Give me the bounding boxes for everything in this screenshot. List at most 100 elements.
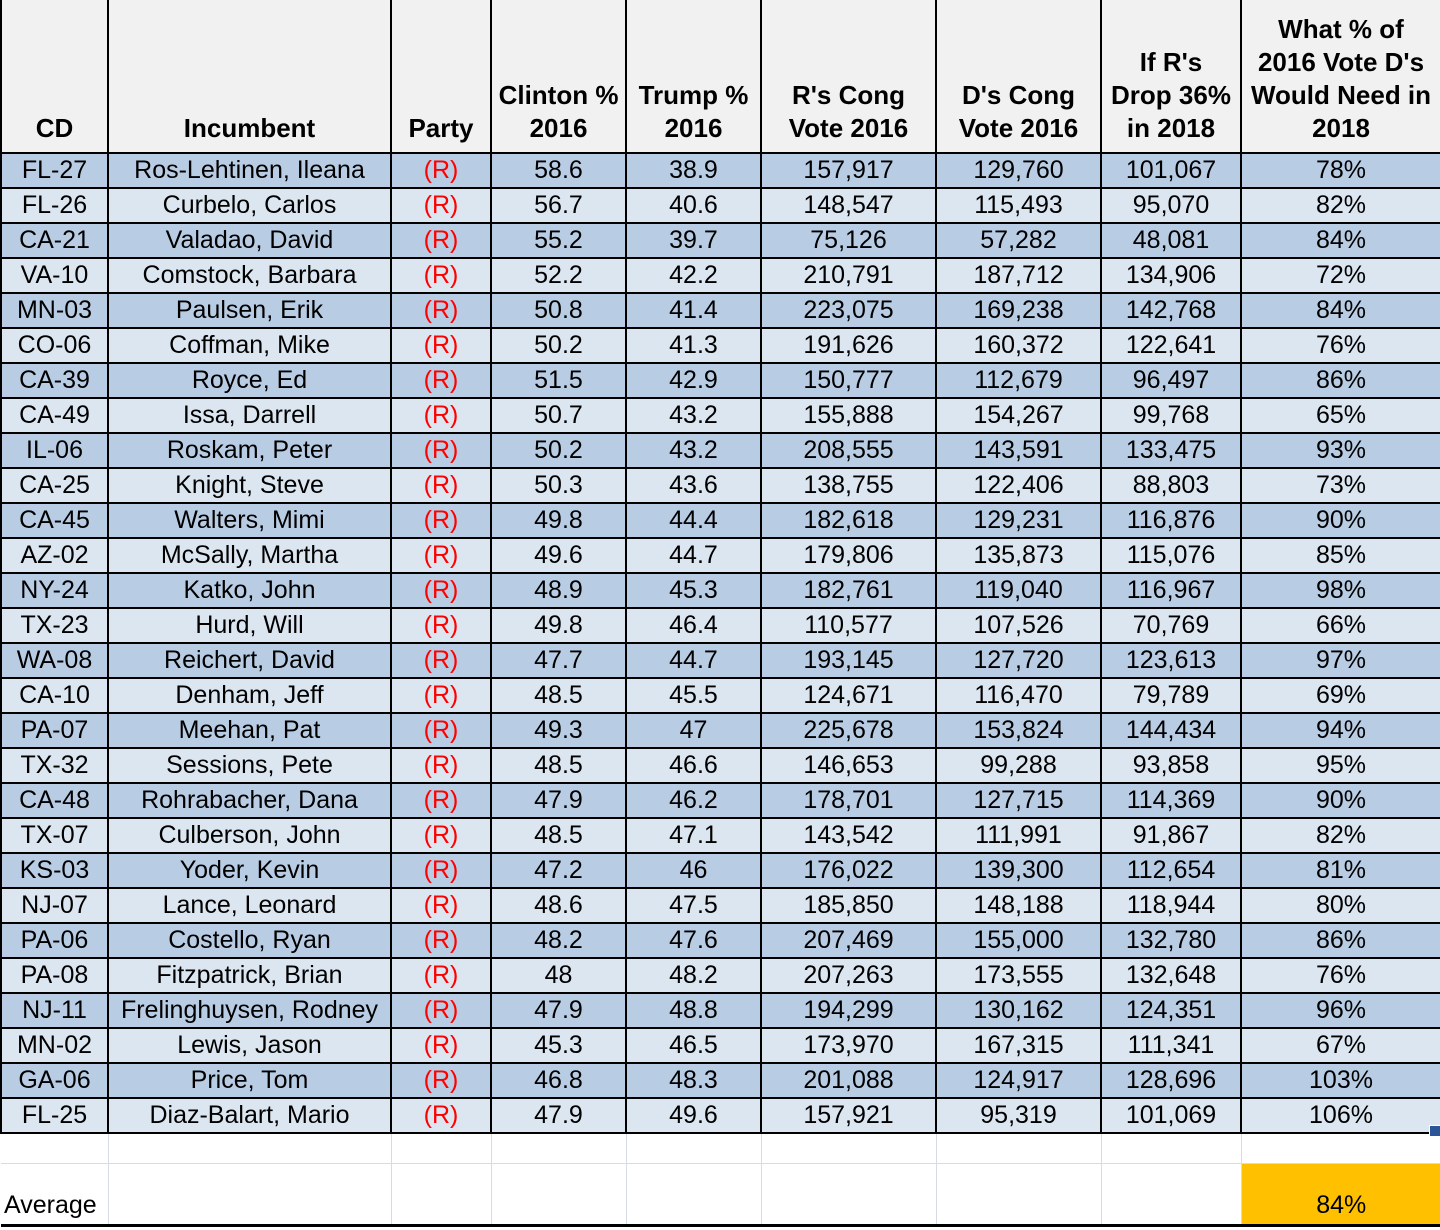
cell-incumbent[interactable]: Costello, Ryan <box>107 922 392 959</box>
cell-drop[interactable]: 132,780 <box>1100 922 1242 959</box>
cell-clinton[interactable]: 58.6 <box>490 152 627 189</box>
cell-trump[interactable]: 47.6 <box>625 922 762 959</box>
cell-trump[interactable]: 43.6 <box>625 467 762 504</box>
cell-need[interactable]: 98% <box>1240 572 1440 609</box>
cell-party[interactable]: (R) <box>390 817 492 854</box>
cell-incumbent[interactable]: Knight, Steve <box>107 467 392 504</box>
cell-party[interactable]: (R) <box>390 1027 492 1064</box>
cell-r_vote[interactable]: 185,850 <box>760 887 937 924</box>
cell-need[interactable]: 103% <box>1240 1062 1440 1099</box>
cell-d_vote[interactable]: 57,282 <box>935 222 1102 259</box>
cell-d_vote[interactable]: 129,760 <box>935 152 1102 189</box>
cell-cd[interactable]: CA-39 <box>0 362 109 399</box>
column-header-r_vote[interactable]: R's Cong Vote 2016 <box>760 0 937 154</box>
cell-cd[interactable]: PA-08 <box>0 957 109 994</box>
cell-r_vote[interactable]: 148,547 <box>760 187 937 224</box>
cell-r_vote[interactable]: 75,126 <box>760 222 937 259</box>
cell-trump[interactable]: 38.9 <box>625 152 762 189</box>
cell-trump[interactable]: 39.7 <box>625 222 762 259</box>
cell-d_vote[interactable]: 143,591 <box>935 432 1102 469</box>
cell-incumbent[interactable]: Curbelo, Carlos <box>107 187 392 224</box>
cell-clinton[interactable]: 48.2 <box>490 922 627 959</box>
cell-trump[interactable]: 43.2 <box>625 432 762 469</box>
column-header-incumbent[interactable]: Incumbent <box>107 0 392 154</box>
cell-d_vote[interactable]: 155,000 <box>935 922 1102 959</box>
cell-incumbent[interactable]: Diaz-Balart, Mario <box>107 1097 392 1134</box>
cell-cd[interactable]: NY-24 <box>0 572 109 609</box>
cell-need[interactable]: 66% <box>1240 607 1440 644</box>
cell-cd[interactable]: CA-48 <box>0 782 109 819</box>
cell-r_vote[interactable]: 155,888 <box>760 397 937 434</box>
cell-d_vote[interactable]: 173,555 <box>935 957 1102 994</box>
cell-r_vote[interactable]: 157,917 <box>760 152 937 189</box>
cell-need[interactable]: 73% <box>1240 467 1440 504</box>
cell-d_vote[interactable]: 116,470 <box>935 677 1102 714</box>
cell-party[interactable]: (R) <box>390 467 492 504</box>
cell-need[interactable]: 69% <box>1240 677 1440 714</box>
cell-cd[interactable]: CA-49 <box>0 397 109 434</box>
cell-trump[interactable]: 47 <box>625 712 762 749</box>
cell-incumbent[interactable]: Valadao, David <box>107 222 392 259</box>
cell-clinton[interactable]: 52.2 <box>490 257 627 294</box>
cell-trump[interactable]: 45.5 <box>625 677 762 714</box>
cell-r_vote[interactable]: 150,777 <box>760 362 937 399</box>
cell-cd[interactable]: CA-10 <box>0 677 109 714</box>
cell-need[interactable]: 81% <box>1240 852 1440 889</box>
cell-clinton[interactable]: 48.5 <box>490 677 627 714</box>
cell-trump[interactable]: 41.3 <box>625 327 762 364</box>
empty-cell[interactable] <box>107 1132 392 1164</box>
cell-party[interactable]: (R) <box>390 152 492 189</box>
cell-clinton[interactable]: 48.5 <box>490 747 627 784</box>
cell-trump[interactable]: 46.6 <box>625 747 762 784</box>
cell-r_vote[interactable]: 124,671 <box>760 677 937 714</box>
cell-need[interactable]: 84% <box>1240 222 1440 259</box>
cell-drop[interactable]: 79,789 <box>1100 677 1242 714</box>
cell-trump[interactable]: 44.4 <box>625 502 762 539</box>
cell-need[interactable]: 67% <box>1240 1027 1440 1064</box>
cell-cd[interactable]: NJ-11 <box>0 992 109 1029</box>
cell-clinton[interactable]: 47.2 <box>490 852 627 889</box>
cell-trump[interactable]: 43.2 <box>625 397 762 434</box>
cell-drop[interactable]: 111,341 <box>1100 1027 1242 1064</box>
cell-trump[interactable]: 47.5 <box>625 887 762 924</box>
cell-party[interactable]: (R) <box>390 222 492 259</box>
cell-trump[interactable]: 48.3 <box>625 1062 762 1099</box>
cell-incumbent[interactable]: Culberson, John <box>107 817 392 854</box>
cell-need[interactable]: 94% <box>1240 712 1440 749</box>
cell-cd[interactable]: KS-03 <box>0 852 109 889</box>
cell-r_vote[interactable]: 157,921 <box>760 1097 937 1134</box>
cell-need[interactable]: 106% <box>1240 1097 1440 1134</box>
cell-cd[interactable]: GA-06 <box>0 1062 109 1099</box>
cell-cd[interactable]: TX-32 <box>0 747 109 784</box>
cell-incumbent[interactable]: Yoder, Kevin <box>107 852 392 889</box>
cell-r_vote[interactable]: 207,469 <box>760 922 937 959</box>
cell-clinton[interactable]: 55.2 <box>490 222 627 259</box>
cell-r_vote[interactable]: 208,555 <box>760 432 937 469</box>
cell-party[interactable]: (R) <box>390 992 492 1029</box>
cell-clinton[interactable]: 50.2 <box>490 327 627 364</box>
cell-r_vote[interactable]: 182,761 <box>760 572 937 609</box>
cell-incumbent[interactable]: Issa, Darrell <box>107 397 392 434</box>
cell-cd[interactable]: FL-25 <box>0 1097 109 1134</box>
cell-cd[interactable]: CO-06 <box>0 327 109 364</box>
cell-incumbent[interactable]: Comstock, Barbara <box>107 257 392 294</box>
cell-clinton[interactable]: 50.7 <box>490 397 627 434</box>
cell-clinton[interactable]: 46.8 <box>490 1062 627 1099</box>
cell-clinton[interactable]: 50.2 <box>490 432 627 469</box>
cell-cd[interactable]: WA-08 <box>0 642 109 679</box>
cell-need[interactable]: 82% <box>1240 817 1440 854</box>
cell-need[interactable]: 85% <box>1240 537 1440 574</box>
cell-drop[interactable]: 122,641 <box>1100 327 1242 364</box>
empty-cell[interactable] <box>935 1132 1102 1164</box>
cell-cd[interactable]: IL-06 <box>0 432 109 469</box>
cell-cd[interactable]: CA-25 <box>0 467 109 504</box>
cell-drop[interactable]: 124,351 <box>1100 992 1242 1029</box>
cell-cd[interactable]: FL-26 <box>0 187 109 224</box>
cell-party[interactable]: (R) <box>390 257 492 294</box>
empty-cell[interactable] <box>1100 1162 1242 1227</box>
cell-incumbent[interactable]: Lance, Leonard <box>107 887 392 924</box>
cell-party[interactable]: (R) <box>390 887 492 924</box>
cell-d_vote[interactable]: 127,715 <box>935 782 1102 819</box>
cell-party[interactable]: (R) <box>390 922 492 959</box>
cell-cd[interactable]: TX-23 <box>0 607 109 644</box>
